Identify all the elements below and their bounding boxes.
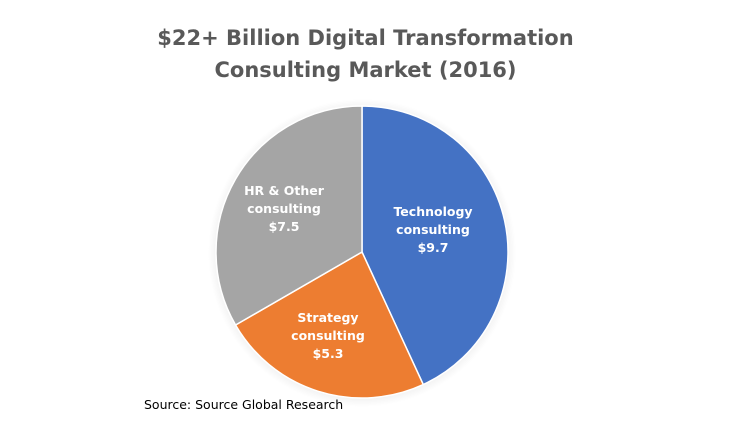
slice-label-line: HR & Other: [244, 183, 325, 198]
source-note: Source: Source Global Research: [144, 397, 344, 412]
pie-slice-strategy: [234, 250, 425, 399]
chart-title: $22+ Billion Digital Transformation Cons…: [0, 22, 731, 86]
slice-label-line: consulting: [396, 222, 470, 237]
slice-label-line: consulting: [247, 201, 321, 216]
slice-label-line: consulting: [291, 328, 365, 343]
pie-slice-hr-other: [215, 105, 363, 327]
pie-slice-technology: [361, 105, 509, 386]
slice-label-line: Strategy: [297, 310, 358, 325]
slice-label-technology: Technology consulting $9.7: [393, 204, 472, 255]
slice-label-strategy: Strategy consulting $5.3: [291, 310, 365, 361]
slice-label-hr-other: HR & Other consulting $7.5: [244, 183, 325, 234]
pie-labels: Technology consulting $9.7 Strategy consulti…: [244, 183, 472, 361]
chart-title-line-2: Consulting Market (2016): [214, 58, 517, 82]
slice-label-line: $7.5: [269, 219, 300, 234]
slice-label-line: Technology: [393, 204, 472, 219]
slice-label-line: $9.7: [418, 240, 449, 255]
slice-label-line: $5.3: [313, 346, 344, 361]
pie-slices: [215, 105, 509, 399]
chart-title-line-1: $22+ Billion Digital Transformation: [157, 26, 574, 50]
